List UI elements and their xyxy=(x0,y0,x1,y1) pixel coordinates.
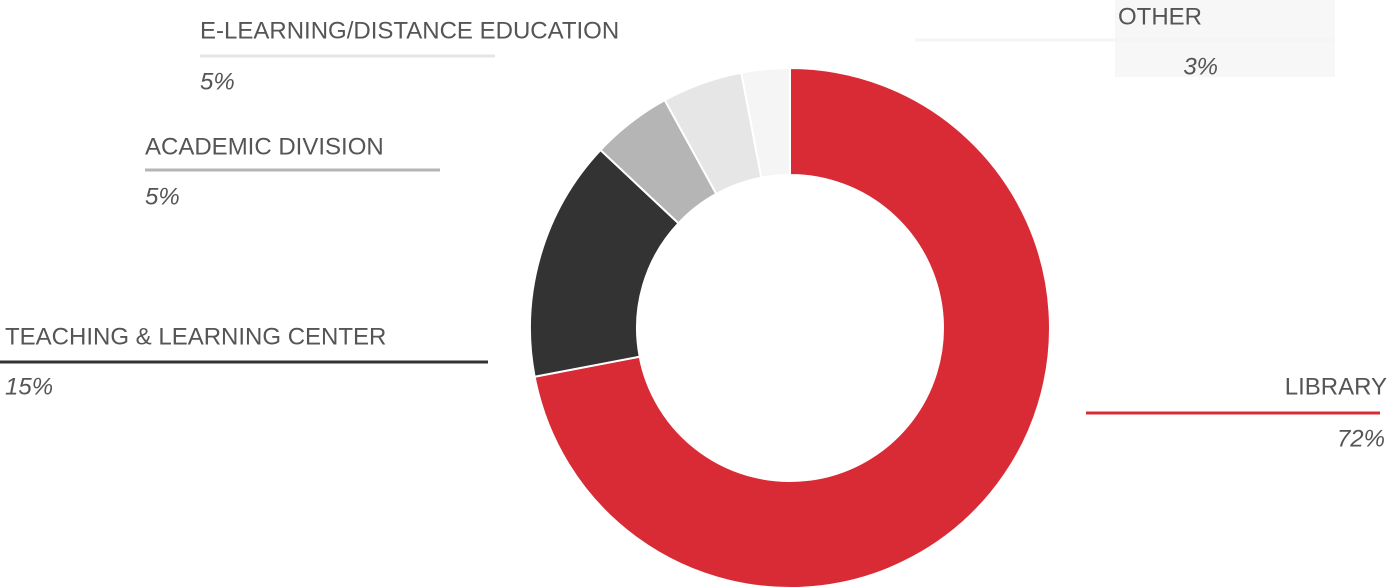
category-label: LIBRARY xyxy=(1285,373,1387,400)
category-label: TEACHING & LEARNING CENTER xyxy=(5,323,386,350)
slice xyxy=(533,66,1051,588)
slice xyxy=(740,66,791,179)
category-label: OTHER xyxy=(1118,3,1202,30)
value-label: 3% xyxy=(1183,53,1218,80)
value-label: 15% xyxy=(5,373,53,400)
category-label: ACADEMIC DIVISION xyxy=(145,133,384,160)
value-label: 5% xyxy=(200,68,235,95)
slice xyxy=(529,148,680,378)
value-label: 72% xyxy=(1337,425,1385,452)
value-label: 5% xyxy=(145,183,180,210)
category-label: E-LEARNING/DISTANCE EDUCATION xyxy=(200,17,619,44)
